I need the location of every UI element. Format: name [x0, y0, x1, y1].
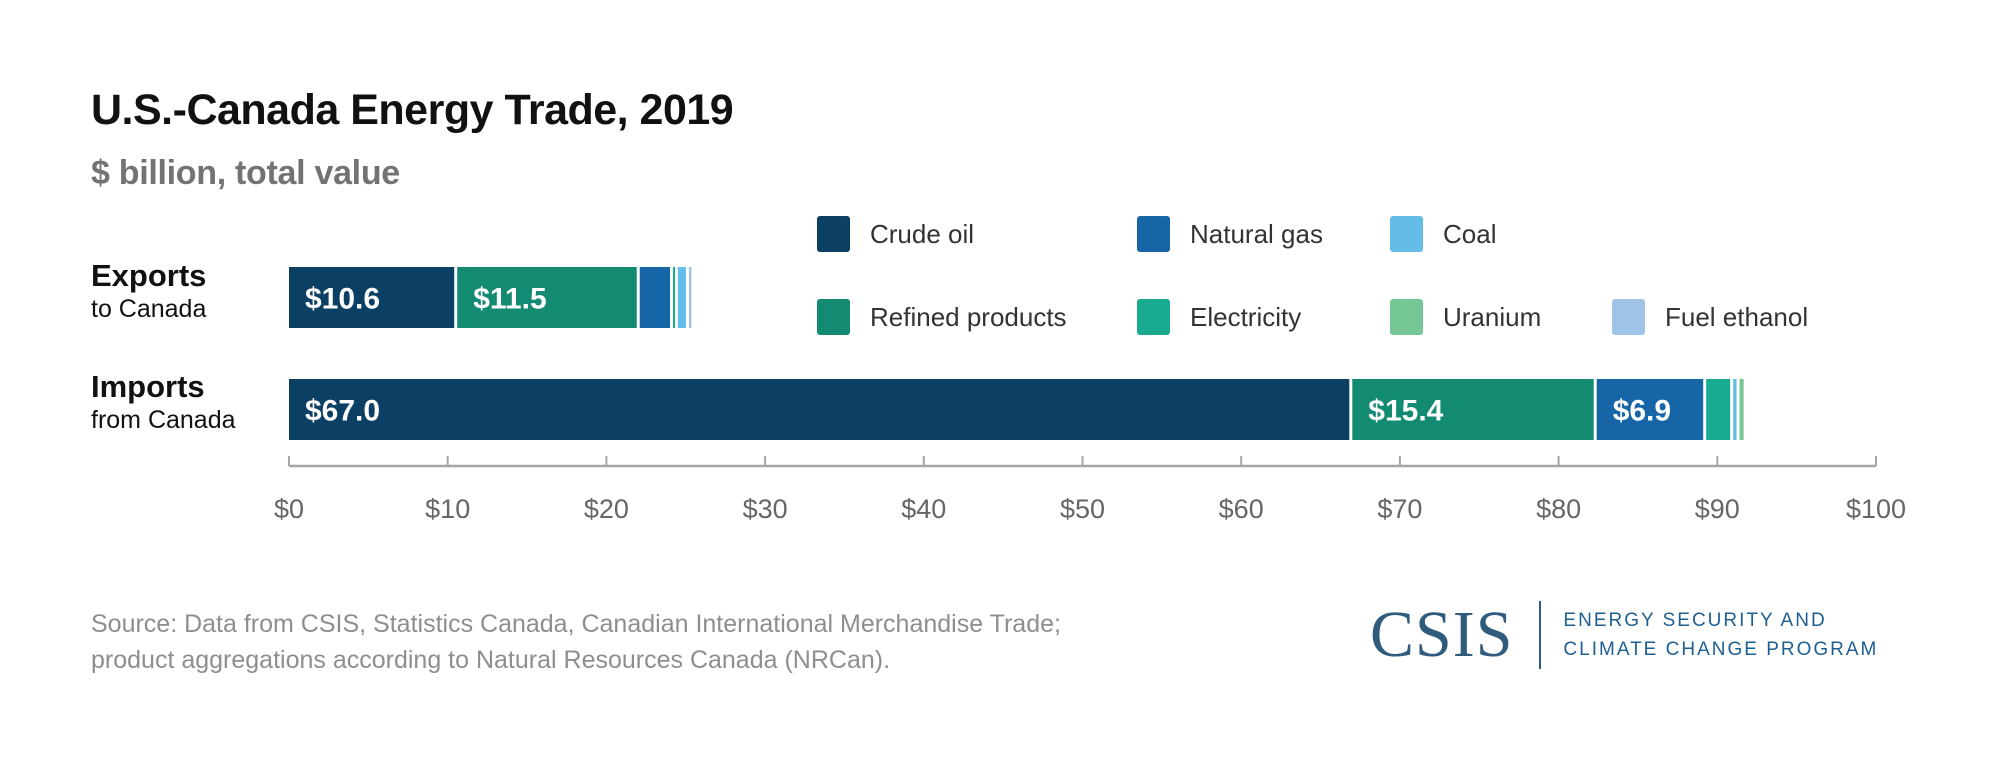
- bar-segment-coal: [677, 267, 686, 328]
- bar-segment-refined-products: [457, 267, 637, 328]
- legend-label: Fuel ethanol: [1665, 301, 1809, 332]
- logo-program-name: ENERGY SECURITY AND CLIMATE CHANGE PROGR…: [1563, 606, 1878, 664]
- legend-item-coal: Coal: [1390, 216, 1496, 252]
- bar-segment-refined-products: [1352, 379, 1594, 440]
- row-label-main: Exports: [91, 258, 207, 293]
- bar-segment-electricity: [1706, 379, 1731, 440]
- chart-title: U.S.-Canada Energy Trade, 2019: [91, 86, 734, 134]
- legend-item-natural-gas: Natural gas: [1137, 216, 1323, 252]
- bar-segment-electricity: [673, 267, 676, 328]
- legend-item-refined-products: Refined products: [817, 299, 1067, 335]
- row-label-sub: from Canada: [91, 406, 236, 434]
- legend-label: Refined products: [870, 301, 1067, 332]
- logo-line-1: ENERGY SECURITY AND: [1563, 610, 1827, 631]
- bar-segment-natural-gas: [639, 267, 671, 328]
- bar-segment-natural-gas: [1596, 379, 1704, 440]
- bar-segment-uranium: [1739, 379, 1744, 440]
- x-tick-label: $40: [901, 494, 946, 524]
- legend-item-uranium: Uranium: [1390, 299, 1541, 335]
- row-label-exports: Exports to Canada: [91, 258, 206, 324]
- data-label: $15.4: [1368, 395, 1443, 428]
- legend-label: Crude oil: [870, 218, 975, 249]
- csis-logo: CSIS ENERGY SECURITY AND CLIMATE CHANGE …: [1370, 600, 1878, 670]
- row-label-sub: to Canada: [91, 295, 207, 323]
- legend-swatch: [1137, 299, 1170, 335]
- chart-subtitle: $ billion, total value: [91, 154, 400, 192]
- row-label-imports: Imports from Canada: [91, 369, 236, 435]
- bar-segment-coal: [1733, 379, 1737, 440]
- logo-divider: [1539, 601, 1542, 669]
- legend-item-crude-oil: Crude oil: [817, 216, 974, 252]
- x-tick-label: $0: [274, 494, 304, 524]
- legend-swatch: [817, 299, 850, 335]
- logo-line-2: CLIMATE CHANGE PROGRAM: [1563, 639, 1879, 660]
- legend-label: Uranium: [1443, 301, 1542, 332]
- data-label: $10.6: [305, 283, 380, 316]
- x-tick-label: $50: [1060, 494, 1105, 524]
- x-tick-label: $70: [1377, 494, 1422, 524]
- x-tick-label: $100: [1846, 494, 1906, 524]
- source-line-2: product aggregations according to Natura…: [91, 646, 891, 674]
- legend-label: Coal: [1443, 218, 1497, 249]
- legend-item-electricity: Electricity: [1137, 299, 1301, 335]
- bar-segment-fuel-ethanol: [688, 267, 692, 328]
- bar-segment-crude-oil: [289, 379, 1350, 440]
- logo-wordmark: CSIS: [1370, 598, 1514, 671]
- row-label-main: Imports: [91, 369, 205, 404]
- data-label: $11.5: [473, 283, 546, 316]
- x-tick-label: $80: [1536, 494, 1581, 524]
- data-label: $67.0: [305, 395, 380, 428]
- x-tick-label: $30: [743, 494, 788, 524]
- legend-label: Electricity: [1190, 301, 1302, 332]
- bar-segment-crude-oil: [289, 267, 455, 328]
- legend-swatch: [817, 216, 850, 252]
- legend-label: Natural gas: [1190, 218, 1323, 249]
- source-line-1: Source: Data from CSIS, Statistics Canad…: [91, 610, 1061, 638]
- x-tick-label: $60: [1219, 494, 1264, 524]
- legend-swatch: [1390, 299, 1423, 335]
- legend-swatch: [1612, 299, 1645, 335]
- legend-swatch: [1137, 216, 1170, 252]
- x-tick-label: $10: [425, 494, 470, 524]
- source-note: Source: Data from CSIS, Statistics Canad…: [91, 606, 1061, 678]
- x-tick-label: $20: [584, 494, 629, 524]
- x-tick-label: $90: [1695, 494, 1740, 524]
- data-label: $6.9: [1613, 395, 1671, 428]
- legend-item-fuel-ethanol: Fuel ethanol: [1612, 299, 1808, 335]
- legend-swatch: [1390, 216, 1423, 252]
